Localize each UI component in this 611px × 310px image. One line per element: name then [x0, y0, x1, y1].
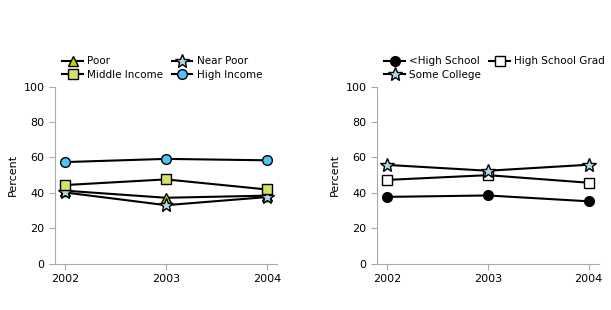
- Y-axis label: Percent: Percent: [330, 154, 340, 196]
- Legend: Poor, Middle Income, Near Poor, High Income: Poor, Middle Income, Near Poor, High Inc…: [60, 54, 264, 82]
- Y-axis label: Percent: Percent: [8, 154, 18, 196]
- Legend: <High School, Some College, High School Grad: <High School, Some College, High School …: [382, 54, 607, 82]
